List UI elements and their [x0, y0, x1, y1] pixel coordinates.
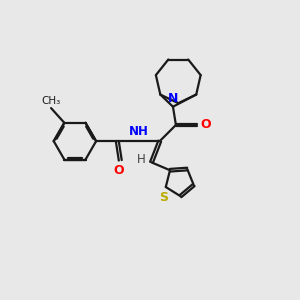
- Text: O: O: [200, 118, 211, 131]
- Text: H: H: [137, 153, 146, 166]
- Text: NH: NH: [129, 124, 148, 138]
- Text: N: N: [168, 92, 178, 105]
- Text: O: O: [113, 164, 124, 177]
- Text: S: S: [159, 190, 168, 204]
- Text: CH₃: CH₃: [41, 96, 61, 106]
